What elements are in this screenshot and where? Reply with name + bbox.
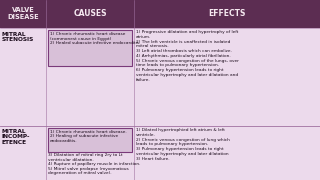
Bar (134, 0, 320, 28)
Bar (48, 128, 132, 152)
Bar (0, 28, 320, 126)
Bar (46, 0, 134, 28)
Text: 1) Chronic rheumatic heart disease.
2) Healing of subacute infective
endocarditi: 1) Chronic rheumatic heart disease. 2) H… (50, 130, 126, 143)
Text: 1) Chronic rheumatic heart disease
(commonest cause in Egypt)
2) Healed subacute: 1) Chronic rheumatic heart disease (comm… (50, 32, 140, 45)
Text: MITRAL
STENOSIS: MITRAL STENOSIS (2, 31, 34, 42)
Text: 1) Progressive dilatation and hypertrophy of left
atrium.
2) The left ventricle : 1) Progressive dilatation and hypertroph… (136, 30, 239, 82)
Text: EFFECTS: EFFECTS (209, 9, 246, 18)
Bar (0, 126, 320, 180)
Bar (48, 30, 132, 66)
Text: CAUSES: CAUSES (74, 9, 107, 18)
Text: 1) Dilated hypertrophied left atrium & left
ventricle.
2) Chronic venous congest: 1) Dilated hypertrophied left atrium & l… (136, 128, 230, 161)
Bar (0, 0, 46, 28)
Text: VALVE
DISEASE: VALVE DISEASE (7, 7, 39, 21)
Text: 3) Dilatation of mitral ring 2ry to Lt
ventricular dilatation.
4) Rupture of pap: 3) Dilatation of mitral ring 2ry to Lt v… (48, 153, 140, 175)
Text: MITRAL
INCOMP-
ETENCE: MITRAL INCOMP- ETENCE (2, 129, 30, 145)
